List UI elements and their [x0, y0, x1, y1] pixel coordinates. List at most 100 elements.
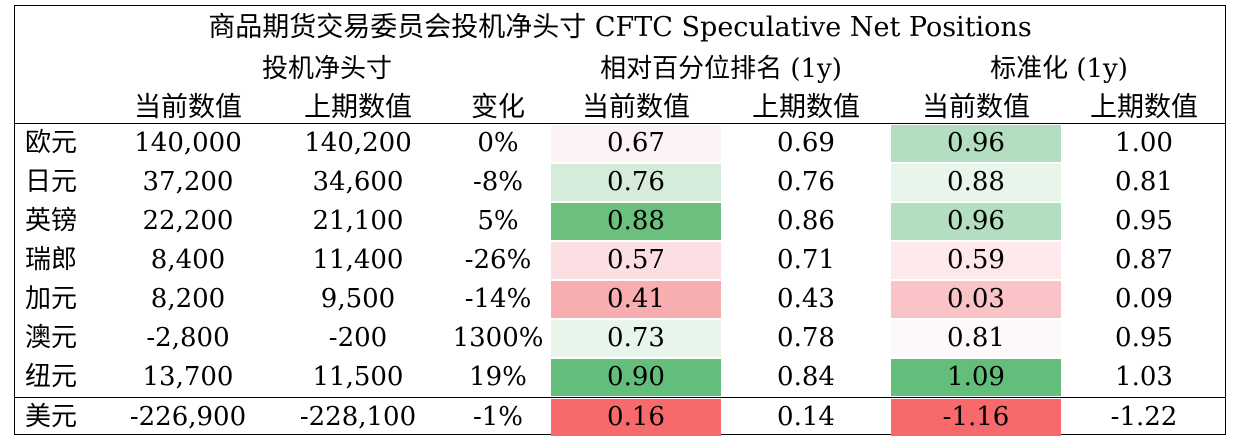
cell-pct-cur: 0.76: [607, 167, 665, 197]
cell-chg: 0%: [477, 128, 519, 158]
cell-cur: 22,200: [142, 206, 234, 236]
group-header-net-positions: 投机净头寸: [261, 54, 392, 84]
cell-cur: 8,200: [150, 284, 226, 314]
heatmap-fill: [551, 164, 721, 201]
table-row: 瑞郎 8,400 11,400 -26% 0.57 0.71 0.59 0.87: [15, 241, 1225, 280]
heatmap-fill: [551, 242, 721, 279]
cell-std-prev: 1.00: [1115, 128, 1173, 158]
col-header-std-current: 当前数值: [922, 92, 1030, 123]
col-header-pct-current: 当前数值: [582, 92, 690, 123]
usd-divider: [15, 397, 1225, 398]
cell-chg: -14%: [464, 284, 532, 314]
cell-std-prev: 0.09: [1115, 284, 1173, 314]
cell-prev: 11,500: [312, 362, 404, 392]
cell-prev: 34,600: [312, 167, 404, 197]
table-row: 欧元 140,000 140,200 0% 0.67 0.69 0.96 1.00: [15, 124, 1225, 163]
heatmap-fill: [551, 320, 721, 357]
cell-pct-prev: 0.69: [777, 128, 835, 158]
cell-prev: -228,100: [299, 402, 417, 432]
cell-cur: 13,700: [142, 362, 234, 392]
cell-name: 欧元: [25, 128, 78, 158]
cell-name: 英镑: [25, 206, 78, 236]
cell-pct-cur: 0.41: [607, 284, 665, 314]
cell-pct-cur: 0.57: [607, 245, 665, 275]
cell-pct-cur: 0.73: [607, 323, 665, 353]
heatmap-fill: [891, 359, 1061, 396]
heatmap-fill: [551, 399, 721, 436]
cell-std-cur: 0.96: [947, 206, 1005, 236]
col-header-current: 当前数值: [134, 92, 242, 123]
cell-std-prev: 0.95: [1115, 206, 1173, 236]
cell-std-prev: 0.87: [1115, 245, 1173, 275]
cell-std-prev: 0.81: [1115, 167, 1173, 197]
cell-std-cur: 1.09: [947, 362, 1005, 392]
cell-pct-cur: 0.16: [607, 402, 665, 432]
heatmap-fill: [891, 320, 1061, 357]
cell-chg: 5%: [477, 206, 519, 236]
cell-std-cur: 0.96: [947, 128, 1005, 158]
col-header-std-previous: 上期数值: [1090, 92, 1198, 123]
cell-chg: -26%: [464, 245, 532, 275]
cell-pct-prev: 0.76: [777, 167, 835, 197]
cell-prev: 9,500: [320, 284, 396, 314]
cell-cur: 37,200: [142, 167, 234, 197]
cell-std-prev: -1.22: [1110, 402, 1178, 432]
table-row: 纽元 13,700 11,500 19% 0.90 0.84 1.09 1.03: [15, 358, 1225, 397]
cell-name: 美元: [25, 402, 78, 432]
cell-cur: -2,800: [146, 323, 230, 353]
cell-pct-prev: 0.84: [777, 362, 835, 392]
cell-pct-cur: 0.90: [607, 362, 665, 392]
cell-pct-prev: 0.71: [777, 245, 835, 275]
cell-prev: 140,200: [304, 128, 412, 158]
col-header-previous: 上期数值: [304, 92, 412, 123]
table-title: 商品期货交易委员会投机净头寸 CFTC Speculative Net Posi…: [208, 12, 1032, 43]
cell-cur: 140,000: [134, 128, 242, 158]
cell-std-cur: 0.59: [947, 245, 1005, 275]
cell-name: 加元: [25, 284, 78, 314]
heatmap-fill: [891, 399, 1061, 436]
cell-prev: -200: [328, 323, 388, 353]
heatmap-fill: [891, 242, 1061, 279]
cell-pct-prev: 0.78: [777, 323, 835, 353]
cell-chg: 19%: [469, 362, 527, 392]
cell-pct-prev: 0.86: [777, 206, 835, 236]
cell-chg: -8%: [472, 167, 524, 197]
cell-prev: 21,100: [312, 206, 404, 236]
table-row: 澳元 -2,800 -200 1300% 0.73 0.78 0.81 0.95: [15, 319, 1225, 358]
heatmap-fill: [551, 359, 721, 396]
heatmap-fill: [891, 164, 1061, 201]
cftc-table: 商品期货交易委员会投机净头寸 CFTC Speculative Net Posi…: [14, 5, 1226, 437]
table-row: 日元 37,200 34,600 -8% 0.76 0.76 0.88 0.81: [15, 163, 1225, 202]
cell-name: 澳元: [25, 323, 78, 353]
cell-std-prev: 0.95: [1115, 323, 1173, 353]
cell-cur: -226,900: [129, 402, 247, 432]
cell-chg: 1300%: [452, 323, 544, 353]
cell-name: 纽元: [25, 362, 78, 392]
cell-pct-prev: 0.14: [777, 402, 835, 432]
heatmap-fill: [891, 203, 1061, 240]
header-divider: [15, 123, 1225, 124]
cell-name: 日元: [25, 167, 78, 197]
cell-pct-prev: 0.43: [777, 284, 835, 314]
cell-chg: -1%: [472, 402, 524, 432]
cell-pct-cur: 0.88: [607, 206, 665, 236]
table-row: 美元 -226,900 -228,100 -1% 0.16 0.14 -1.16 -1.22: [15, 398, 1225, 437]
cell-std-cur: 0.88: [947, 167, 1005, 197]
cell-std-prev: 1.03: [1115, 362, 1173, 392]
heatmap-fill: [551, 125, 721, 162]
heatmap-fill: [891, 281, 1061, 318]
table-row: 加元 8,200 9,500 -14% 0.41 0.43 0.03 0.09: [15, 280, 1225, 319]
cell-std-cur: 0.81: [947, 323, 1005, 353]
col-header-pct-previous: 上期数值: [752, 92, 860, 123]
heatmap-fill: [891, 125, 1061, 162]
cell-prev: 11,400: [312, 245, 404, 275]
cell-pct-cur: 0.67: [607, 128, 665, 158]
heatmap-fill: [551, 203, 721, 240]
cell-std-cur: -1.16: [942, 402, 1010, 432]
table-row: 英镑 22,200 21,100 5% 0.88 0.86 0.96 0.95: [15, 202, 1225, 241]
group-header-percentile-rank: 相对百分位排名 (1y): [600, 54, 842, 84]
cell-cur: 8,400: [150, 245, 226, 275]
col-header-change: 变化: [471, 92, 525, 123]
heatmap-fill: [551, 281, 721, 318]
cell-std-cur: 0.03: [947, 284, 1005, 314]
